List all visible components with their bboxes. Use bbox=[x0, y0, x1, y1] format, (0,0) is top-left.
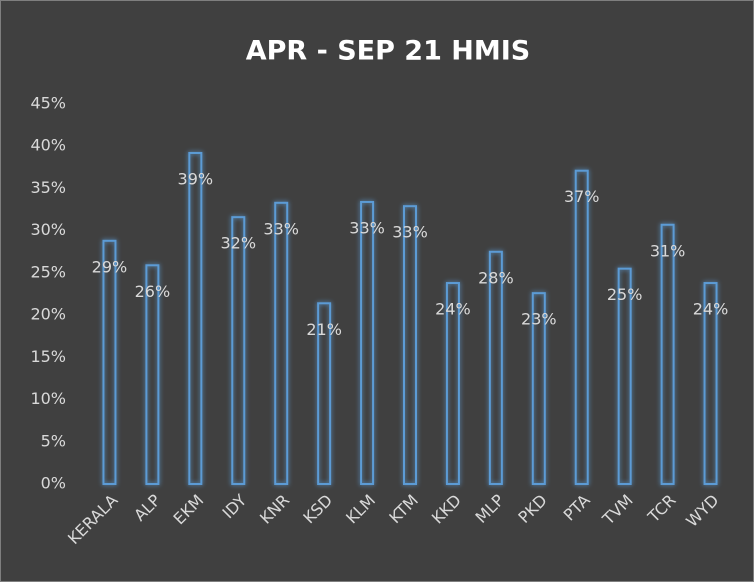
y-tick-label: 0% bbox=[41, 474, 66, 493]
bar bbox=[231, 216, 246, 485]
bar bbox=[102, 239, 117, 485]
data-label: 32% bbox=[220, 234, 256, 253]
data-label: 24% bbox=[693, 300, 729, 319]
bar bbox=[574, 169, 589, 485]
data-label: 21% bbox=[306, 320, 342, 339]
y-tick-label: 15% bbox=[30, 347, 66, 366]
data-label: 33% bbox=[392, 223, 428, 242]
bar bbox=[703, 282, 718, 485]
data-label: 37% bbox=[564, 187, 600, 206]
y-tick-label: 40% bbox=[30, 136, 66, 155]
data-label: 24% bbox=[435, 300, 471, 319]
y-tick-label: 35% bbox=[30, 178, 66, 197]
data-label: 26% bbox=[135, 282, 171, 301]
bar bbox=[488, 250, 503, 485]
y-tick-label: 30% bbox=[30, 220, 66, 239]
bar bbox=[445, 282, 460, 485]
bar bbox=[660, 223, 675, 485]
bar bbox=[531, 292, 546, 485]
y-tick-label: 5% bbox=[41, 431, 66, 450]
bar bbox=[145, 264, 160, 485]
bar bbox=[317, 302, 332, 485]
data-label: 31% bbox=[650, 241, 686, 260]
bar bbox=[360, 200, 375, 485]
data-label: 33% bbox=[349, 218, 385, 237]
data-label: 28% bbox=[478, 268, 514, 287]
y-tick-label: 20% bbox=[30, 305, 66, 324]
y-tick-label: 10% bbox=[30, 389, 66, 408]
data-label: 29% bbox=[92, 257, 128, 276]
bar bbox=[403, 205, 417, 486]
chart-title: APR - SEP 21 HMIS bbox=[246, 36, 531, 67]
y-tick-label: 25% bbox=[30, 262, 66, 281]
data-label: 23% bbox=[521, 310, 557, 329]
bar bbox=[274, 201, 289, 486]
y-tick-label: 45% bbox=[30, 94, 66, 113]
bar bbox=[617, 267, 632, 485]
data-label: 33% bbox=[263, 219, 299, 238]
bar bbox=[188, 151, 203, 485]
data-label: 39% bbox=[178, 169, 214, 188]
data-label: 25% bbox=[607, 285, 643, 304]
